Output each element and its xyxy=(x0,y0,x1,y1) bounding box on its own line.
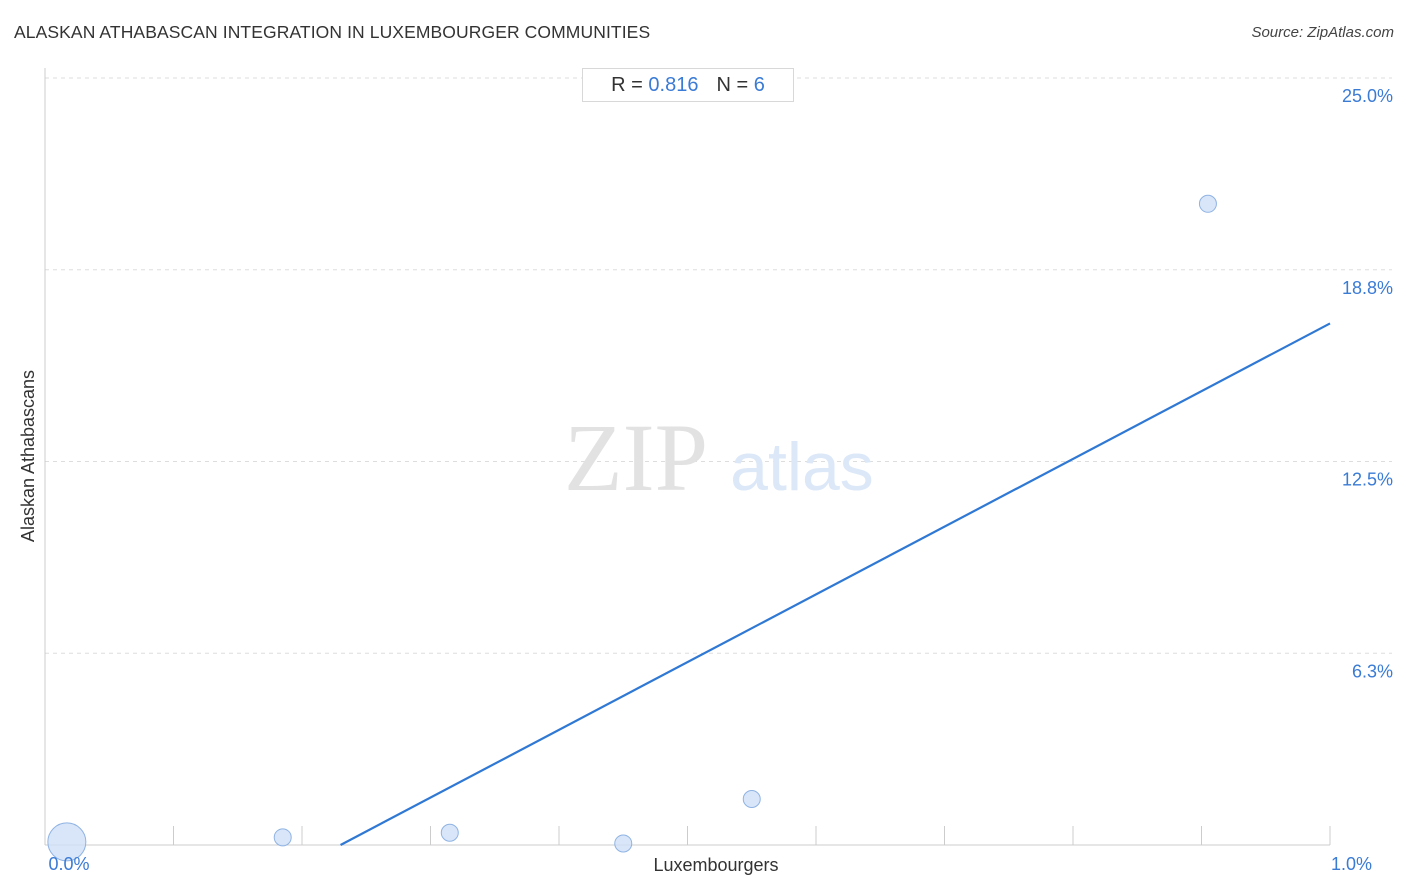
x-tick-label-1: 1.0% xyxy=(1331,854,1372,874)
x-tick-label-0: 0.0% xyxy=(48,854,89,874)
watermark: ZIP atlas xyxy=(564,404,874,511)
grid-lines xyxy=(45,77,1392,654)
data-point-4 xyxy=(742,789,761,808)
y-tick-label-3: 25.0% xyxy=(1342,86,1393,106)
data-points xyxy=(47,194,1217,862)
data-point-2 xyxy=(440,823,459,842)
trend-line-group xyxy=(340,322,1331,846)
trend-line xyxy=(340,322,1331,846)
data-point-1 xyxy=(273,828,292,847)
y-tick-label-0: 6.3% xyxy=(1352,661,1393,681)
data-point-0 xyxy=(47,822,87,862)
y-axis-title: Alaskan Athabascans xyxy=(18,370,38,542)
n-value: 6 xyxy=(753,73,765,96)
r-label: R = xyxy=(611,73,643,96)
axes xyxy=(44,68,1331,846)
y-tick-label-2: 18.8% xyxy=(1342,278,1393,298)
x-axis-title: Luxembourgers xyxy=(653,855,778,875)
y-tick-label-1: 12.5% xyxy=(1342,470,1393,490)
r-value: 0.816 xyxy=(648,73,699,96)
data-point-5 xyxy=(1198,194,1217,213)
axis-labels: 6.3% 12.5% 18.8% 25.0% 0.0% 1.0% Luxembourgers… xyxy=(18,86,1393,875)
n-label: N = xyxy=(716,73,749,96)
source-label: Source: ZipAtlas.com xyxy=(1251,24,1394,41)
watermark-atlas: atlas xyxy=(730,429,874,505)
watermark-zip: ZIP xyxy=(564,404,708,511)
data-point-3 xyxy=(614,834,633,853)
stats-box: R = 0.816 N = 6 xyxy=(582,68,794,102)
chart-title: ALASKAN ATHABASCAN INTEGRATION IN LUXEMB… xyxy=(14,22,651,42)
